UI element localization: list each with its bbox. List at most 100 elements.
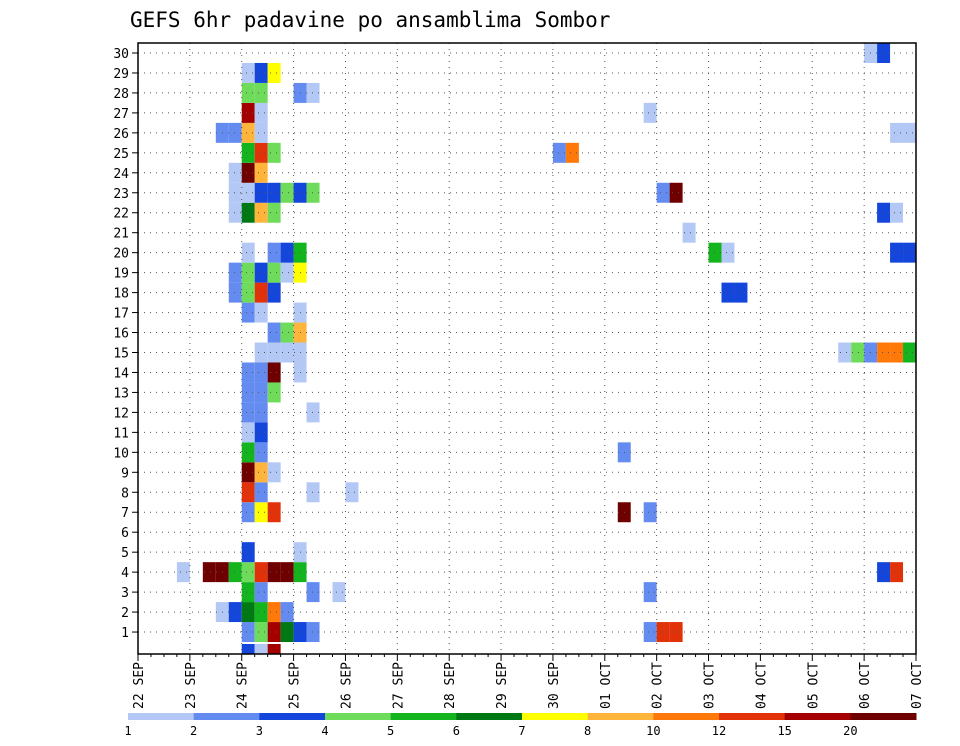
x-tick-label: 29 SEP <box>495 662 510 709</box>
precip-cell-member-12 <box>306 402 320 423</box>
colorbar-swatch <box>587 713 654 720</box>
precip-cell-member-12 <box>254 402 268 423</box>
precip-cell-member-20 <box>241 242 255 263</box>
y-tick-label: 17 <box>113 307 129 322</box>
colorbar-swatch <box>522 713 589 720</box>
precip-cell-member-23 <box>228 182 242 203</box>
precip-cell-member-26 <box>890 122 904 143</box>
precip-cell-member-22 <box>228 202 242 223</box>
colorbar-swatch <box>719 713 786 720</box>
colorbar-label: 1 <box>124 724 131 738</box>
x-tick-label: 03 OCT <box>703 662 718 709</box>
y-tick-label: 14 <box>113 366 129 381</box>
precip-cell-member-15 <box>903 342 916 363</box>
y-tick-label: 13 <box>113 386 129 401</box>
precip-cell-member-24 <box>228 162 242 183</box>
precip-cell-member-13 <box>267 382 281 403</box>
precip-cell-member-3 <box>306 582 320 603</box>
precip-cell-member-25 <box>552 142 566 163</box>
y-tick-label: 25 <box>113 147 129 162</box>
precip-cell-member-26 <box>254 122 268 143</box>
precip-cell-member-17 <box>241 302 255 323</box>
precip-cell-member-29 <box>267 62 281 83</box>
y-tick-label: 9 <box>121 466 129 481</box>
x-tick-label: 07 OCT <box>910 662 925 709</box>
precip-cell-member-1 <box>241 622 255 643</box>
y-tick-label: 24 <box>113 167 129 182</box>
y-tick-label: 26 <box>113 127 129 142</box>
precip-cell-member-28 <box>306 82 320 103</box>
precip-cell-member-7 <box>241 502 255 523</box>
precip-cell-member-18 <box>241 282 255 303</box>
precip-cell-member-4 <box>280 562 294 583</box>
precip-cell-member-30 <box>877 43 891 63</box>
precip-cell-member-9 <box>241 462 255 483</box>
precip-cell-member-25 <box>565 142 579 163</box>
y-tick-label: 6 <box>121 526 129 541</box>
colorbar-label: 4 <box>321 724 328 738</box>
y-tick-label: 5 <box>121 546 129 561</box>
y-tick-label: 27 <box>113 107 129 122</box>
precip-cell-member-20 <box>721 242 735 263</box>
precip-cell-member-4 <box>890 562 904 583</box>
y-tick-label: 1 <box>121 626 129 641</box>
y-tick-label: 30 <box>113 47 129 62</box>
colorbar-label: 15 <box>777 724 791 738</box>
precip-cell-member-15 <box>890 342 904 363</box>
precip-cell-member-22 <box>241 202 255 223</box>
precip-cell-member-2 <box>241 602 255 623</box>
precip-cell-member-21 <box>682 222 696 243</box>
y-tick-label: 19 <box>113 267 129 282</box>
precip-cell-bottom-strip <box>267 644 281 654</box>
x-tick-label: 04 OCT <box>754 662 769 709</box>
y-tick-label: 2 <box>121 606 129 621</box>
x-tick-label: 26 SEP <box>339 662 354 709</box>
x-tick-label: 27 SEP <box>391 662 406 709</box>
colorbar-label: 2 <box>190 724 197 738</box>
colorbar-swatch <box>653 713 720 720</box>
precip-cell-member-2 <box>254 602 268 623</box>
precip-cell-member-22 <box>254 202 268 223</box>
y-tick-label: 12 <box>113 406 129 421</box>
x-tick-label: 28 SEP <box>443 662 458 709</box>
colorbar-swatch <box>325 713 392 720</box>
precip-cell-member-20 <box>890 242 904 263</box>
colorbar-swatch <box>259 713 326 720</box>
y-tick-label: 29 <box>113 67 129 82</box>
precip-cell-member-22 <box>267 202 281 223</box>
precip-cell-member-10 <box>254 442 268 463</box>
precip-cell-member-19 <box>267 262 281 283</box>
precip-cell-member-17 <box>254 302 268 323</box>
precip-cell-member-1 <box>267 622 281 643</box>
precip-cell-member-2 <box>280 602 294 623</box>
precip-cell-member-23 <box>254 182 268 203</box>
precip-cell-member-20 <box>903 242 916 263</box>
precip-cell-member-1 <box>254 622 268 643</box>
colorbar-label: 8 <box>584 724 591 738</box>
precip-cell-member-2 <box>267 602 281 623</box>
precip-cell-member-19 <box>228 262 242 283</box>
colorbar: 1 2 3 4 5 6 7 8 10 12 15 20 <box>124 713 917 738</box>
colorbar-swatch <box>784 713 851 720</box>
precip-cell-member-27 <box>254 102 268 123</box>
precip-cell-member-15 <box>877 342 891 363</box>
precip-cell-member-1 <box>643 622 657 643</box>
precip-cell-member-1 <box>306 622 320 643</box>
y-tick-label: 18 <box>113 287 129 302</box>
precip-cell-member-26 <box>903 122 916 143</box>
precip-cell-member-13 <box>241 382 255 403</box>
precip-cell-member-24 <box>254 162 268 183</box>
precip-cell-member-22 <box>877 202 891 223</box>
x-tick-label: 01 OCT <box>599 662 614 709</box>
colorbar-swatch <box>390 713 457 720</box>
precip-cell-member-15 <box>851 342 865 363</box>
y-tick-label: 28 <box>113 87 129 102</box>
precip-cell-member-27 <box>241 102 255 123</box>
precip-cell-member-13 <box>254 382 268 403</box>
precip-cell-member-5 <box>241 542 255 563</box>
y-tick-label: 11 <box>113 426 129 441</box>
precip-cell-member-11 <box>254 422 268 443</box>
precip-cell-member-22 <box>890 202 904 223</box>
